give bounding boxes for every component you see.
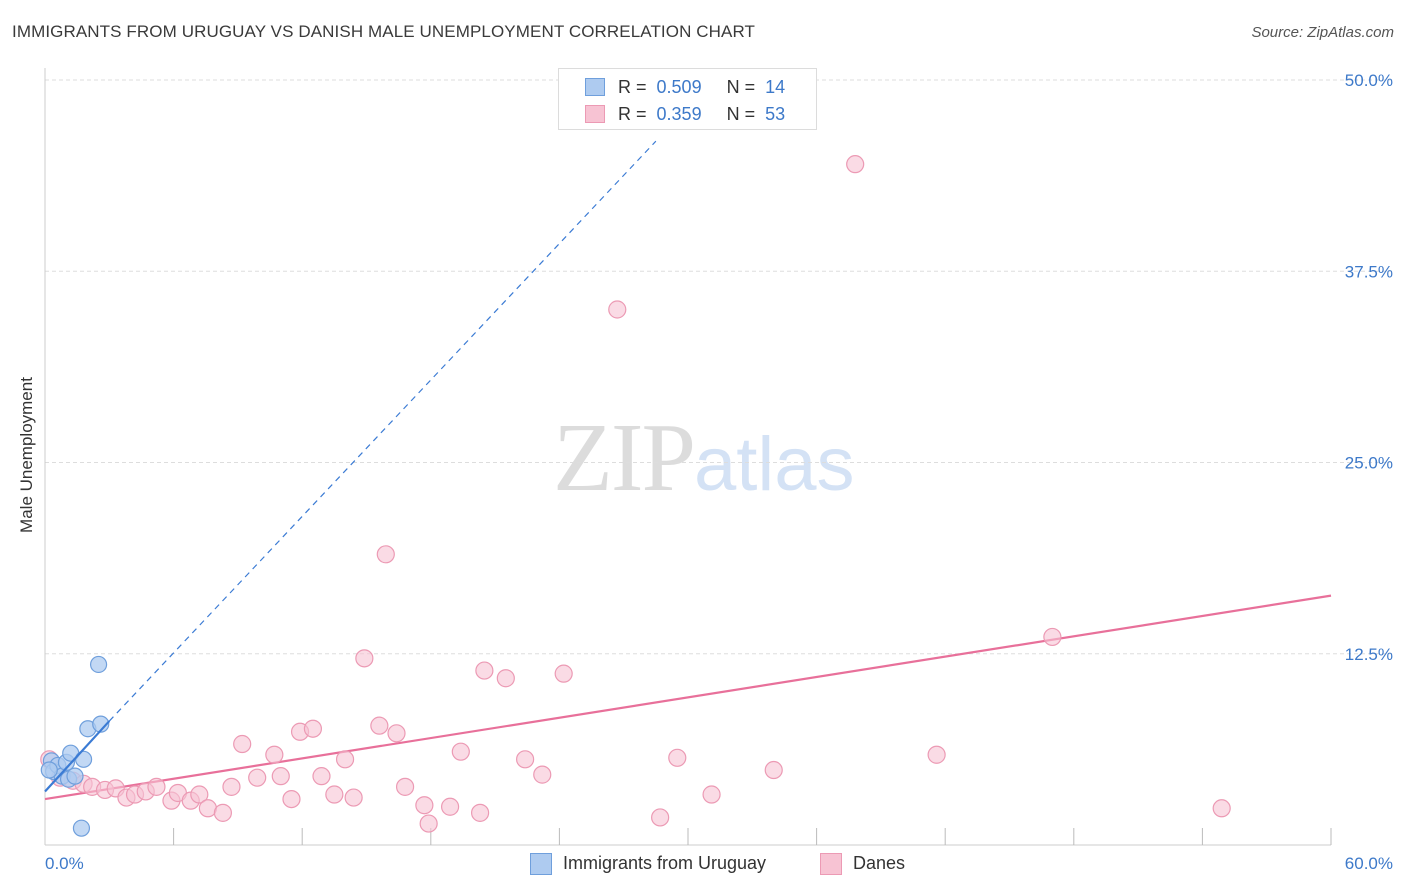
y-axis-label: Male Unemployment (17, 377, 36, 533)
legend-label-danes: Danes (853, 853, 906, 873)
danes-point (248, 768, 267, 787)
y-tick-label: 37.5% (1345, 262, 1393, 281)
watermark: ZIPatlas (553, 400, 855, 514)
uruguay-legend-swatch (530, 853, 552, 875)
gridlines (45, 79, 1392, 655)
n-value-danes: 53 (765, 104, 786, 124)
watermark-zip: ZIP (553, 404, 696, 512)
uruguay-trend-line (44, 720, 111, 793)
danes-point (668, 748, 687, 767)
y-tick-label: 12.5% (1345, 645, 1393, 664)
danes-point (554, 664, 573, 683)
danes-point (325, 785, 344, 804)
stats-legend: R = 0.509 N = 14 R = 0.359 N = 53 (558, 68, 817, 130)
uruguay-point (40, 761, 58, 779)
danes-point (415, 796, 434, 815)
danes-point (282, 789, 301, 809)
uruguay-point (74, 750, 93, 768)
danes-point (702, 785, 721, 804)
danes-trend-line (44, 594, 1332, 801)
n-value-uruguay: 14 (765, 77, 786, 97)
danes-point (651, 808, 670, 827)
danes-point (1212, 799, 1231, 818)
legend-label-uruguay: Immigrants from Uruguay (563, 853, 767, 873)
n-label: N = (726, 77, 756, 97)
danes-point (233, 734, 252, 754)
y-tick-label: 25.0% (1345, 454, 1393, 473)
danes-point (846, 155, 865, 174)
chart-title: IMMIGRANTS FROM URUGUAY VS DANISH MALE U… (12, 22, 756, 41)
y-tick-label: 50.0% (1345, 71, 1393, 90)
danes-point (419, 814, 438, 833)
danes-point (470, 803, 490, 822)
danes-point (608, 300, 627, 319)
trend-lines (44, 140, 1332, 801)
danes-point (533, 765, 552, 784)
r-value-uruguay: 0.509 (656, 77, 702, 97)
x-tick-label: 60.0% (1345, 854, 1393, 873)
danes-point (312, 767, 331, 786)
uruguay-trend-extension (108, 140, 657, 722)
danes-point (335, 750, 355, 769)
source-label: Source: ZipAtlas.com (1251, 24, 1394, 41)
r-label: R = (618, 104, 647, 124)
uruguay-point (92, 715, 110, 733)
danes-point (222, 777, 241, 796)
r-value-danes: 0.359 (656, 104, 702, 124)
danes-point (303, 719, 323, 738)
data-points (40, 155, 1231, 837)
danes-point (271, 767, 290, 786)
danes-point (475, 661, 494, 680)
danes-point (198, 799, 217, 818)
danes-legend-swatch (820, 853, 842, 875)
uruguay-point (89, 655, 108, 674)
danes-point (516, 750, 535, 769)
tick-labels: 12.5% 25.0% 37.5% 50.0% 0.0% 60.0% (45, 71, 1393, 873)
danes-point (265, 745, 284, 764)
danes-point (190, 785, 209, 804)
n-label: N = (726, 104, 756, 124)
danes-point (387, 724, 406, 743)
danes-swatch (585, 105, 605, 123)
watermark-atlas: atlas (694, 422, 855, 507)
danes-point (147, 777, 166, 796)
danes-point (451, 742, 470, 761)
danes-point (927, 745, 946, 764)
danes-point (395, 777, 415, 796)
danes-point (1043, 627, 1062, 647)
danes-point (376, 545, 395, 564)
uruguay-point (72, 819, 91, 837)
danes-point (764, 760, 783, 780)
uruguay-point (66, 767, 84, 785)
axes (44, 68, 1332, 846)
danes-point (344, 788, 363, 807)
danes-point (440, 797, 460, 816)
uruguay-swatch (585, 78, 605, 96)
danes-point (496, 669, 515, 688)
r-label: R = (618, 77, 647, 97)
danes-point (213, 803, 232, 822)
danes-point (355, 649, 374, 668)
x-tick-label: 0.0% (45, 854, 84, 873)
danes-point (370, 716, 389, 735)
